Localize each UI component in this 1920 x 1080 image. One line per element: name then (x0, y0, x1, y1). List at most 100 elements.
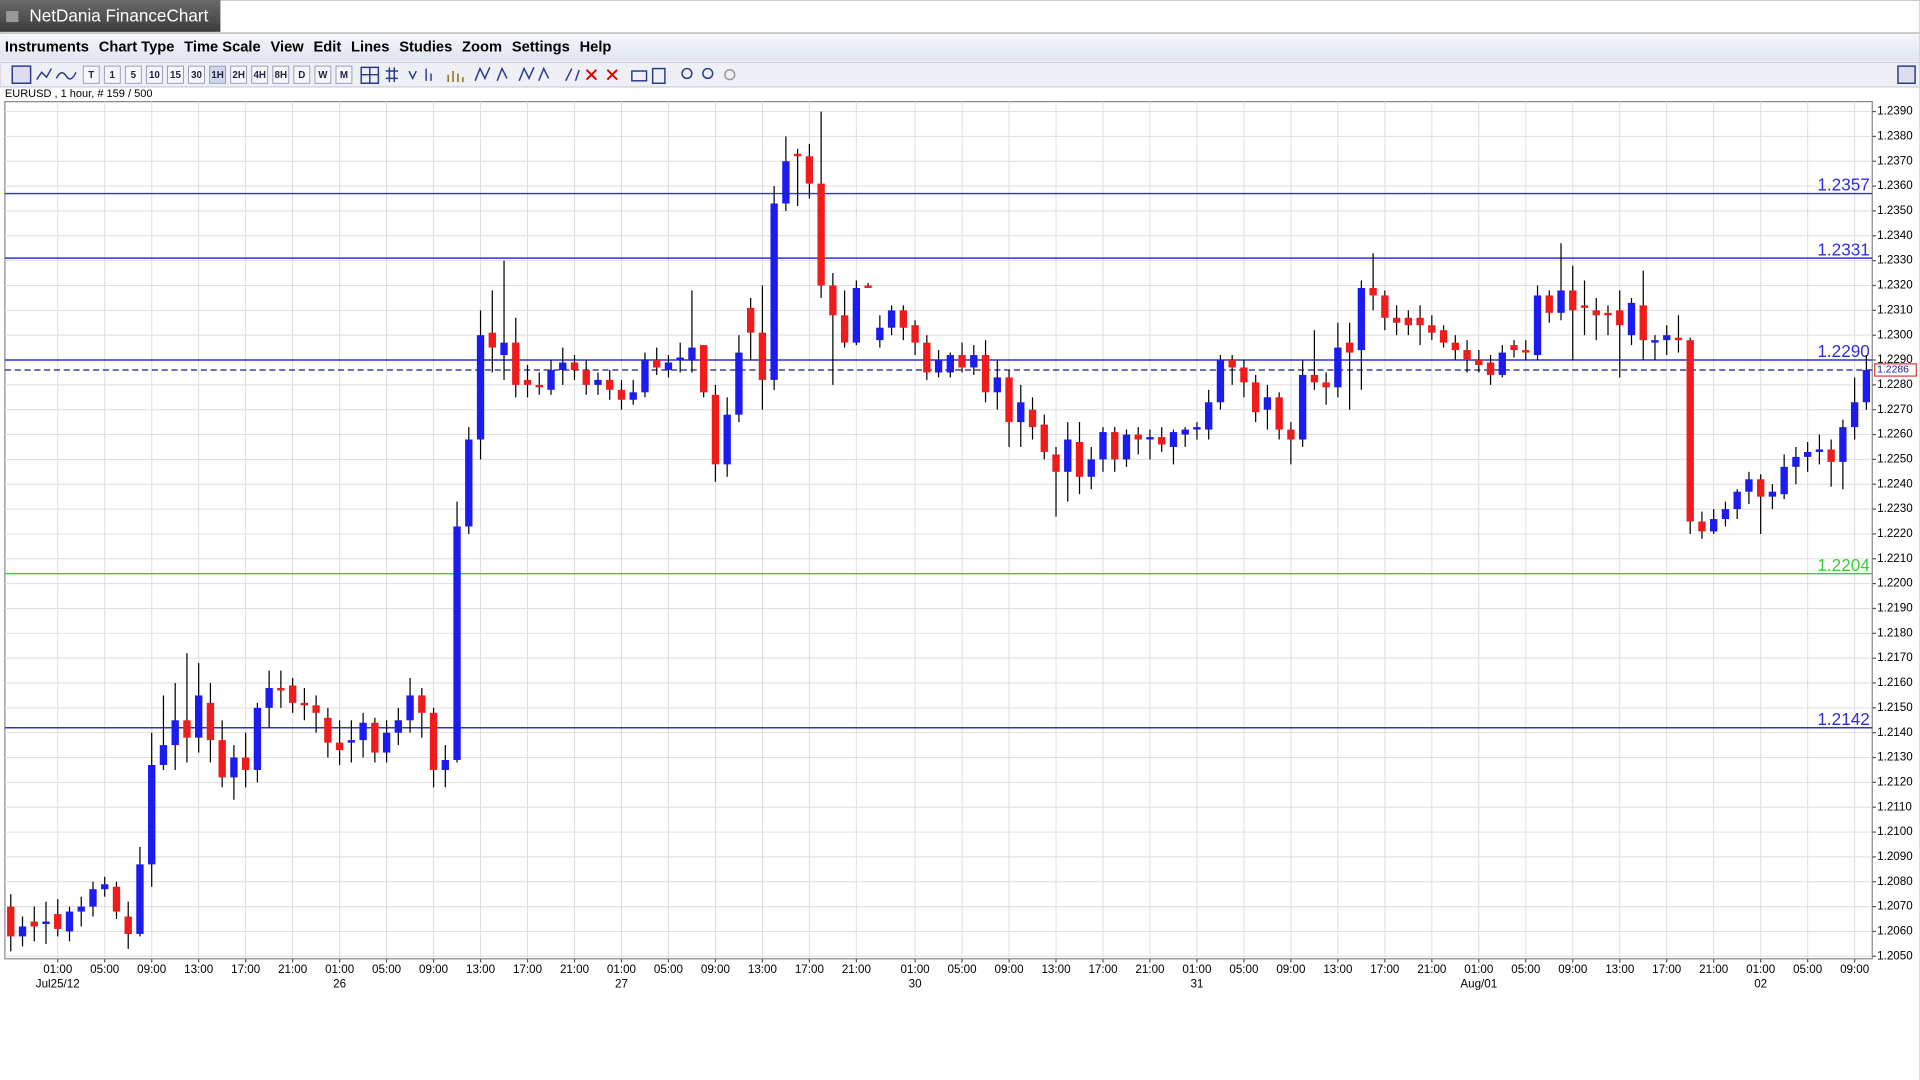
timescale-button[interactable] (146, 65, 163, 84)
timescale-button[interactable] (188, 65, 205, 84)
icon-trend[interactable] (565, 68, 580, 82)
icon-grid[interactable] (385, 67, 398, 83)
candle-body (1122, 434, 1131, 460)
x-tick-label: 13:00 (748, 963, 778, 976)
candle-body (1439, 330, 1448, 343)
y-tick-label: 1.2240 (1877, 477, 1913, 490)
menu-item[interactable]: Instruments (5, 40, 89, 56)
icon-line[interactable] (55, 71, 77, 80)
candle-body (923, 342, 931, 373)
menu-item[interactable]: View (270, 40, 304, 56)
menu-item[interactable]: Edit (313, 40, 341, 56)
x-tick-label: 09:00 (994, 963, 1024, 976)
timescale-label[interactable]: 1 (110, 70, 116, 81)
candle-body (735, 352, 743, 415)
x-tick-label: 05:00 (654, 963, 684, 976)
y-tick-label: 1.2250 (1877, 452, 1913, 465)
candle-body (1310, 374, 1319, 383)
timescale-button[interactable] (272, 65, 290, 84)
date-label: 30 (909, 978, 922, 991)
y-tick-label: 1.2140 (1877, 726, 1913, 739)
y-tick-label: 1.2330 (1877, 254, 1913, 267)
candle-body (664, 362, 673, 370)
menu-item[interactable]: Time Scale (184, 40, 260, 56)
timescale-button[interactable] (209, 65, 226, 84)
candle-body (582, 369, 590, 385)
title-tab[interactable] (0, 0, 221, 32)
y-tick-label: 1.2160 (1877, 676, 1913, 689)
candle-body (793, 153, 802, 157)
timescale-button[interactable] (124, 65, 142, 84)
icon-preview[interactable] (651, 67, 666, 84)
candle-body (1392, 317, 1401, 323)
timescale-button[interactable] (293, 65, 311, 84)
timescale-label[interactable]: D (298, 70, 305, 81)
candle-body (1381, 295, 1389, 318)
timescale-button[interactable] (251, 65, 269, 84)
y-tick-label: 1.2370 (1877, 154, 1913, 167)
y-tick-label: 1.2280 (1877, 378, 1913, 391)
candle-body (359, 722, 367, 741)
last-price-box (1874, 363, 1917, 377)
timescale-label[interactable]: 30 (191, 70, 202, 81)
candle-body (946, 355, 954, 373)
timescale-label[interactable]: 10 (149, 70, 160, 81)
timescale-label[interactable]: 8H (275, 70, 288, 81)
candle-body (876, 327, 884, 341)
timescale-button[interactable] (230, 65, 248, 84)
icon-zoom-out[interactable] (702, 67, 714, 80)
y-tick-label: 1.2110 (1877, 800, 1912, 813)
candle-body (1169, 432, 1178, 447)
timescale-button[interactable] (167, 65, 184, 84)
menu-item[interactable]: Zoom (462, 40, 502, 56)
timescale-button[interactable] (103, 65, 121, 84)
icon-delete-all[interactable] (606, 69, 618, 81)
timescale-label[interactable]: 15 (170, 70, 181, 81)
candle-body (864, 285, 872, 288)
candle-body (230, 757, 238, 778)
candle-body (1827, 449, 1835, 462)
title-bar (0, 0, 1920, 34)
timescale-button[interactable] (314, 65, 332, 84)
timescale-label[interactable]: T (88, 70, 94, 81)
timescale-label[interactable]: 1H (211, 70, 224, 81)
y-tick-label: 1.2180 (1877, 626, 1913, 639)
candle-body (1322, 382, 1330, 388)
candle-body (723, 414, 731, 465)
icon-delete[interactable] (585, 69, 598, 81)
timescale-label[interactable]: 2H (232, 70, 245, 81)
menu-item[interactable]: Studies (399, 40, 452, 56)
x-tick-label: 13:00 (466, 963, 496, 976)
timescale-label[interactable]: W (318, 70, 328, 81)
icon-crosshair[interactable] (360, 66, 380, 84)
candle-body (934, 360, 943, 373)
icon-lines[interactable] (474, 66, 550, 82)
timescale-button[interactable] (335, 65, 353, 84)
icon-bars[interactable] (36, 68, 53, 80)
x-tick-label: 17:00 (513, 963, 543, 976)
timescale-label[interactable]: 5 (131, 70, 137, 81)
icon-zoom-reset[interactable] (724, 69, 736, 81)
date-label: 02 (1754, 978, 1767, 991)
icon-zoom-in[interactable] (681, 67, 693, 80)
candle-body (159, 745, 168, 765)
timescale-label[interactable]: M (340, 70, 348, 81)
timescale-label[interactable]: 4H (253, 70, 266, 81)
icon-candles[interactable] (11, 65, 32, 84)
icon-studies[interactable] (408, 68, 432, 81)
menu-item[interactable]: Lines (351, 40, 389, 56)
x-tick-label: 21:00 (278, 963, 308, 976)
candle-body (758, 332, 767, 380)
timescale-button[interactable] (82, 65, 100, 84)
menu-item[interactable]: Chart Type (99, 40, 175, 56)
icon-print[interactable] (631, 70, 648, 82)
menu-item[interactable]: Help (580, 40, 612, 56)
x-tick-label: 21:00 (1135, 963, 1165, 976)
candle-body (1075, 442, 1084, 477)
menu-item[interactable]: Settings (512, 40, 570, 56)
icon-panel[interactable] (1897, 65, 1916, 84)
candle-body (1651, 340, 1659, 343)
candle-body (887, 310, 896, 328)
candle-body (1862, 369, 1871, 403)
icon-volume[interactable] (447, 71, 464, 83)
